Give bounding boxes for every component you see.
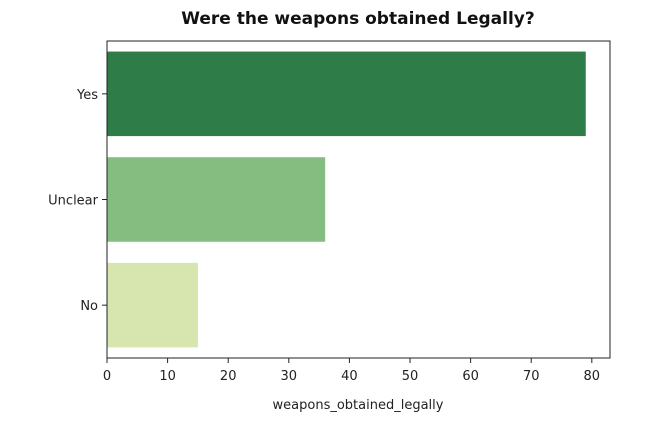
- x-axis: 0 10 20 30 40 50 60 70 80: [103, 358, 600, 384]
- chart-title: Were the weapons obtained Legally?: [181, 9, 534, 29]
- x-tick-label: 20: [220, 369, 237, 384]
- y-tick-label: Yes: [76, 88, 98, 103]
- y-tick-label: Unclear: [48, 194, 98, 209]
- x-tick-label: 80: [584, 369, 601, 384]
- x-tick-label: 10: [159, 369, 176, 384]
- x-tick-label: 0: [103, 369, 111, 384]
- bar-unclear: [107, 157, 326, 242]
- bars-layer: [107, 51, 586, 348]
- y-axis: Yes Unclear No: [48, 88, 107, 314]
- x-tick-label: 70: [523, 369, 540, 384]
- x-tick-label: 60: [462, 369, 479, 384]
- x-tick-label: 30: [281, 369, 298, 384]
- x-tick-label: 40: [341, 369, 358, 384]
- y-tick-label: No: [80, 299, 98, 314]
- bar-no: [107, 262, 198, 348]
- bar-yes: [107, 51, 586, 137]
- x-axis-label: weapons_obtained_legally: [273, 398, 444, 413]
- x-tick-label: 50: [402, 369, 419, 384]
